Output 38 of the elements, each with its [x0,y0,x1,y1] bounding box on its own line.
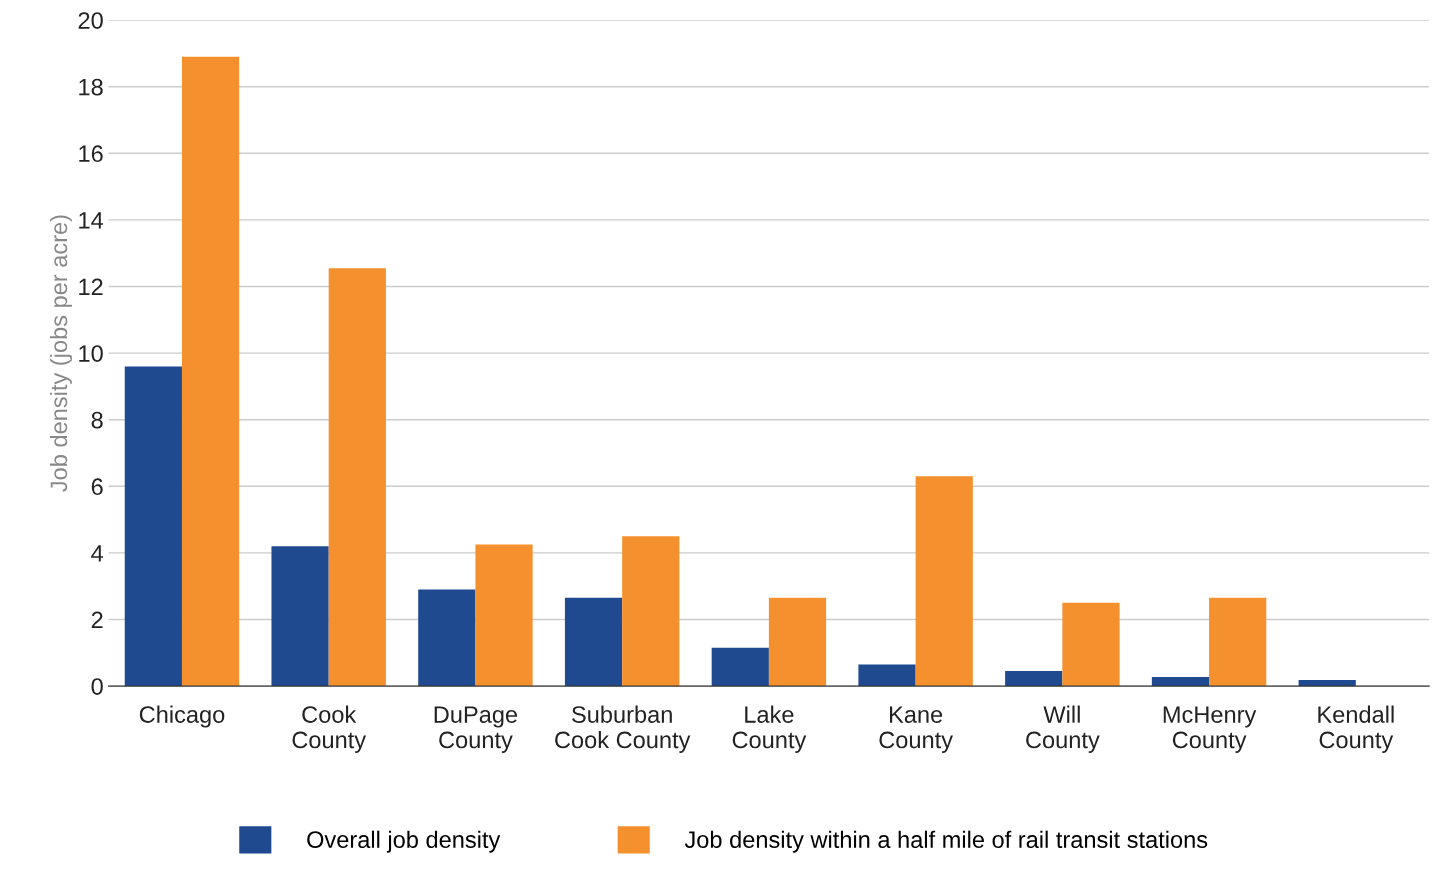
bar [328,268,386,687]
bar [564,597,623,687]
y-tick-label: 4 [91,545,104,562]
y-tick-label: 14 [79,212,104,229]
bar [1005,671,1063,687]
x-tick-label: Lake County [732,705,807,753]
bar [915,476,973,687]
y-tick-label: 8 [91,411,103,429]
legend-label: Job density within a half mile of rail transit stations [684,830,1208,853]
y-tick-label: 16 [79,145,103,163]
bar [124,366,182,687]
legend-label: Overall job density [307,830,501,853]
y-tick-label: 18 [79,78,103,96]
x-tick-label: DuPage County [434,706,518,753]
x-tick-label: McHenry County [1163,706,1257,753]
bar [475,544,533,687]
x-tick-label: Kane County [879,706,953,753]
y-tick-label: 20 [78,12,103,29]
y-tick-label: 12 [79,278,103,296]
y-axis-title: Job density (jobs per acre) [49,215,72,492]
x-tick-label: Chicago [139,705,225,728]
bar [1062,602,1120,687]
y-tick-label: 10 [79,345,103,362]
bar [271,546,329,687]
y-tick-label: 6 [91,478,103,496]
bar [181,56,240,687]
x-tick-label: Cook County [292,705,367,753]
bar [858,664,916,687]
bar [1209,597,1267,687]
bar [622,536,680,687]
x-tick-label: Kendall County [1318,705,1394,753]
y-tick-label: 0 [91,678,103,695]
y-tick-label: 2 [91,611,103,629]
x-tick-label: Suburban Cook County [555,705,691,753]
x-tick-label: Will County [1026,705,1100,753]
bar [711,647,769,687]
bar [418,589,476,687]
bar [768,597,827,687]
